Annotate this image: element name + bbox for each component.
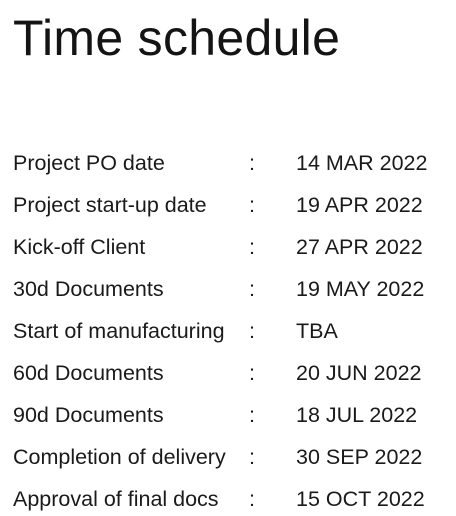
schedule-row-project-po-date: Project PO date : 14 MAR 2022 [13, 142, 453, 184]
schedule-label: 30d Documents [13, 277, 164, 301]
schedule-date: 19 MAY 2022 [296, 277, 425, 301]
schedule-date: 20 JUN 2022 [296, 361, 422, 385]
schedule-row-30d-documents: 30d Documents : 19 MAY 2022 [13, 268, 453, 310]
schedule-label: Approval of final docs [13, 487, 219, 511]
schedule-date: 19 APR 2022 [296, 193, 423, 217]
schedule-date: 27 APR 2022 [296, 235, 423, 259]
schedule-separator: : [249, 235, 255, 259]
schedule-label: 60d Documents [13, 361, 164, 385]
schedule-row-kick-off-client: Kick-off Client : 27 APR 2022 [13, 226, 453, 268]
schedule-date: 14 MAR 2022 [296, 151, 428, 175]
schedule-row-60d-documents: 60d Documents : 20 JUN 2022 [13, 352, 453, 394]
schedule-date: 15 OCT 2022 [296, 487, 425, 511]
schedule-row-project-start-up-date: Project start-up date : 19 APR 2022 [13, 184, 453, 226]
schedule-list: Project PO date : 14 MAR 2022 Project st… [13, 142, 453, 516]
schedule-row-start-of-manufacturing: Start of manufacturing : TBA [13, 310, 453, 352]
schedule-label: Project start-up date [13, 193, 207, 217]
schedule-label: Project PO date [13, 151, 165, 175]
schedule-separator: : [249, 445, 255, 469]
schedule-separator: : [249, 193, 255, 217]
schedule-row-90d-documents: 90d Documents : 18 JUL 2022 [13, 394, 453, 436]
schedule-row-approval-of-final-docs: Approval of final docs : 15 OCT 2022 [13, 478, 453, 516]
schedule-separator: : [249, 403, 255, 427]
schedule-separator: : [249, 277, 255, 301]
schedule-date: 18 JUL 2022 [296, 403, 418, 427]
schedule-separator: : [249, 319, 255, 343]
schedule-separator: : [249, 361, 255, 385]
page-title: Time schedule [13, 10, 341, 66]
schedule-label: 90d Documents [13, 403, 164, 427]
schedule-date: TBA [296, 319, 338, 343]
schedule-label: Start of manufacturing [13, 319, 225, 343]
schedule-label: Completion of delivery [13, 445, 226, 469]
schedule-date: 30 SEP 2022 [296, 445, 423, 469]
schedule-separator: : [249, 487, 255, 511]
schedule-label: Kick-off Client [13, 235, 146, 259]
schedule-separator: : [249, 151, 255, 175]
schedule-row-completion-of-delivery: Completion of delivery : 30 SEP 2022 [13, 436, 453, 478]
